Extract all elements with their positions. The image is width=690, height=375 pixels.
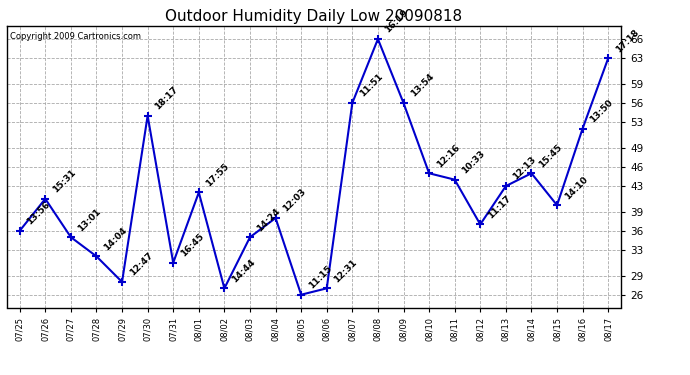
Text: Copyright 2009 Cartronics.com: Copyright 2009 Cartronics.com: [10, 32, 141, 41]
Text: 13:50: 13:50: [588, 98, 615, 124]
Text: 12:31: 12:31: [333, 258, 359, 284]
Text: 14:44: 14:44: [230, 257, 257, 284]
Text: 11:51: 11:51: [358, 72, 384, 99]
Text: 15:31: 15:31: [51, 168, 77, 195]
Text: 12:13: 12:13: [511, 155, 538, 182]
Text: 14:10: 14:10: [562, 174, 589, 201]
Text: 16:19: 16:19: [384, 8, 410, 35]
Text: 13:01: 13:01: [77, 207, 103, 233]
Text: 17:18: 17:18: [614, 27, 640, 54]
Text: 17:55: 17:55: [204, 162, 231, 188]
Text: 13:56: 13:56: [26, 200, 52, 226]
Text: 14:04: 14:04: [102, 225, 129, 252]
Text: 14:24: 14:24: [255, 206, 282, 233]
Text: 12:16: 12:16: [435, 142, 461, 169]
Text: 13:54: 13:54: [409, 72, 436, 99]
Text: 11:15: 11:15: [307, 264, 333, 291]
Text: 12:03: 12:03: [281, 188, 308, 214]
Title: Outdoor Humidity Daily Low 20090818: Outdoor Humidity Daily Low 20090818: [166, 9, 462, 24]
Text: 12:47: 12:47: [128, 251, 155, 278]
Text: 16:45: 16:45: [179, 232, 206, 259]
Text: 11:17: 11:17: [486, 194, 513, 220]
Text: 15:45: 15:45: [537, 142, 564, 169]
Text: 18:17: 18:17: [153, 85, 180, 112]
Text: 10:33: 10:33: [460, 149, 486, 176]
